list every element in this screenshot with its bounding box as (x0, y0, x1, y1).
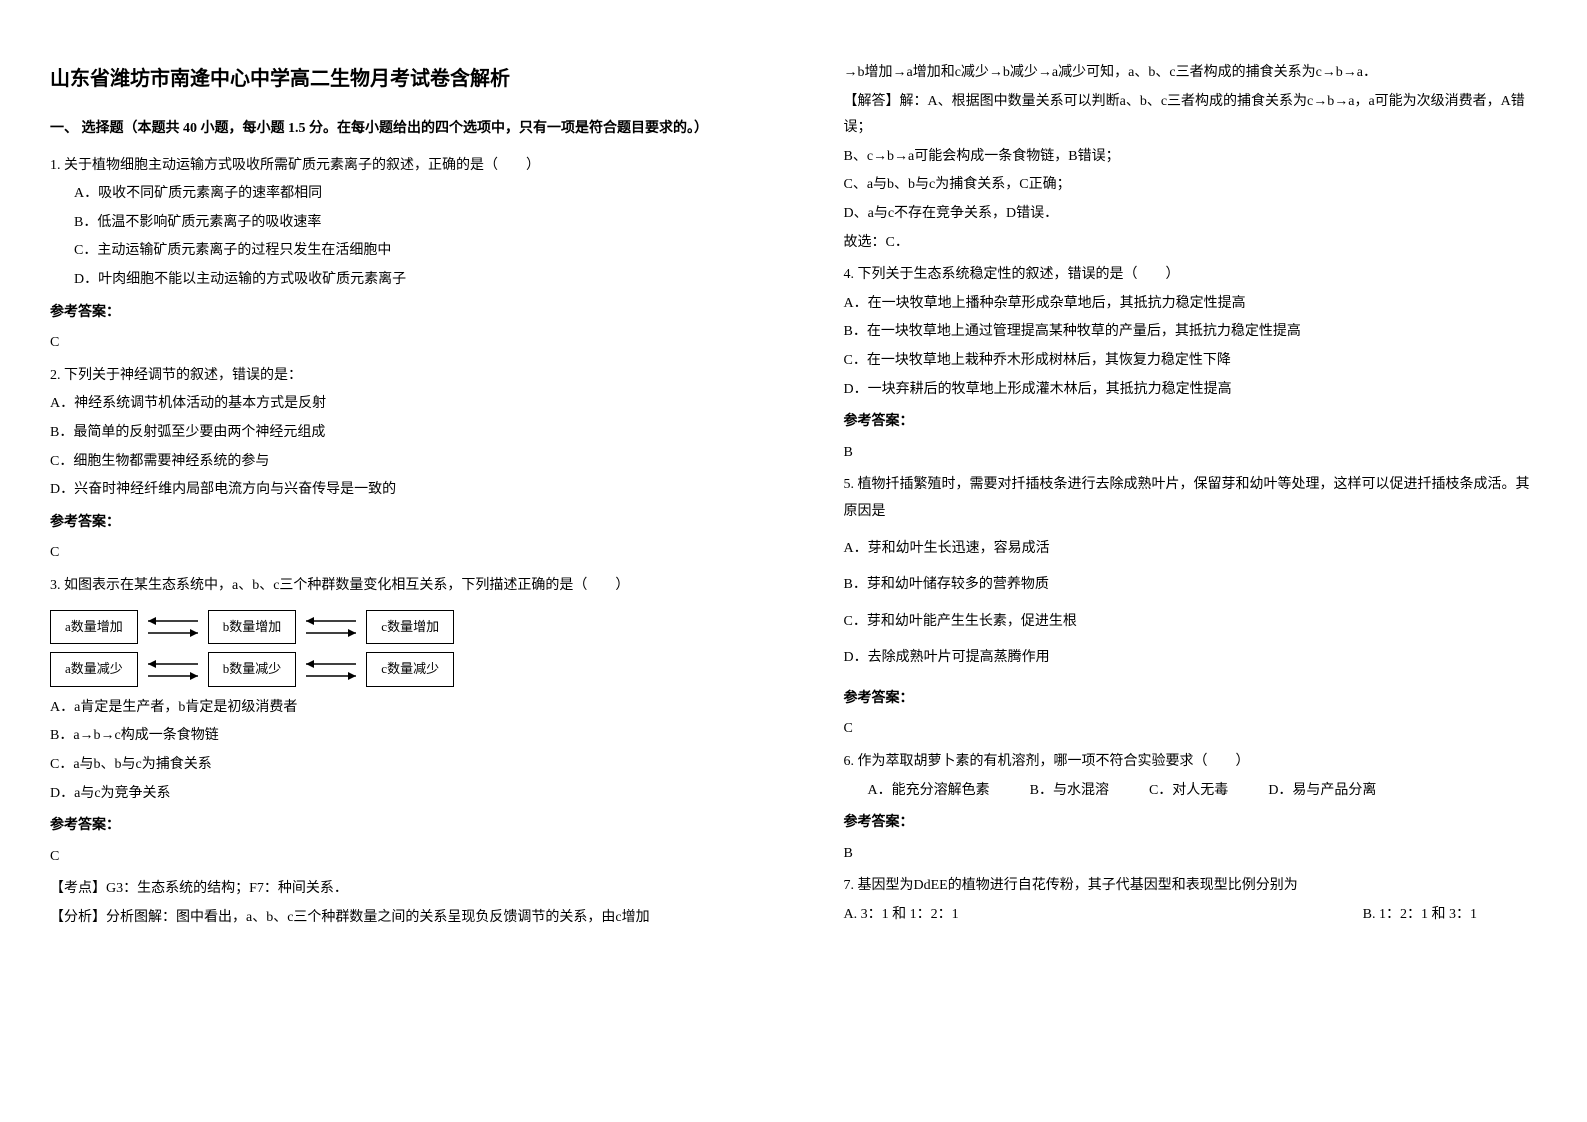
diagram-box-b-dec: b数量减少 (208, 652, 297, 687)
q5-option-b: B．芽和幼叶储存较多的营养物质 (844, 572, 1538, 599)
q1-stem: 1. 关于植物细胞主动运输方式吸收所需矿质元素离子的叙述，正确的是（ ） (50, 153, 744, 180)
cont-line-0: →b增加→a增加和c减少→b减少→a减少可知，a、b、c三者构成的捕食关系为c→… (844, 60, 1538, 87)
q6-answer-label: 参考答案： (844, 810, 1538, 837)
diagram-box-a-dec: a数量减少 (50, 652, 138, 687)
q6-answer: B (844, 841, 1538, 868)
q3-option-a: A．a肯定是生产者，b肯定是初级消费者 (50, 695, 744, 722)
q5-option-c: C．芽和幼叶能产生生长素，促进生根 (844, 609, 1538, 636)
diagram-arrow-4 (296, 656, 366, 684)
diagram-box-b-inc: b数量增加 (208, 610, 297, 645)
q3-stem: 3. 如图表示在某生态系统中，a、b、c三个种群数量变化相互关系，下列描述正确的… (50, 573, 744, 600)
q4-stem: 4. 下列关于生态系统稳定性的叙述，错误的是（ ） (844, 262, 1538, 289)
q6-stem: 6. 作为萃取胡萝卜素的有机溶剂，哪一项不符合实验要求（ ） (844, 749, 1538, 776)
q7-option-a: A. 3：1 和 1：2：1 (844, 902, 959, 929)
diagram-arrow-1 (138, 613, 208, 641)
q7-options-row: A. 3：1 和 1：2：1 B. 1：2：1 和 3：1 (844, 902, 1538, 929)
document-title: 山东省潍坊市南逄中心中学高二生物月考试卷含解析 (50, 60, 744, 98)
q4-option-d: D．一块弃耕后的牧草地上形成灌木林后，其抵抗力稳定性提高 (844, 377, 1538, 404)
cont-line-5: 故选：C． (844, 230, 1538, 257)
q3-diagram: a数量增加 b数量增加 c数量增加 a数 (50, 610, 744, 687)
q1-option-c: C．主动运输矿质元素离子的过程只发生在活细胞中 (50, 238, 744, 265)
q5-stem: 5. 植物扦插繁殖时，需要对扦插枝条进行去除成熟叶片，保留芽和幼叶等处理，这样可… (844, 472, 1538, 525)
q2-option-b: B．最简单的反射弧至少要由两个神经元组成 (50, 420, 744, 447)
diagram-row-2: a数量减少 b数量减少 c数量减少 (50, 652, 744, 687)
diagram-box-c-dec: c数量减少 (366, 652, 454, 687)
q1-option-b: B．低温不影响矿质元素离子的吸收速率 (50, 210, 744, 237)
q4-answer-label: 参考答案： (844, 409, 1538, 436)
q6-option-a: A．能充分溶解色素 (868, 778, 990, 805)
section-header: 一、 选择题（本题共 40 小题，每小题 1.5 分。在每小题给出的四个选项中，… (50, 116, 744, 143)
q5-option-d: D．去除成熟叶片可提高蒸腾作用 (844, 645, 1538, 672)
q1-answer-label: 参考答案： (50, 300, 744, 327)
left-page: 山东省潍坊市南逄中心中学高二生物月考试卷含解析 一、 选择题（本题共 40 小题… (0, 0, 794, 1122)
q5-answer-label: 参考答案： (844, 686, 1538, 713)
q3-option-c: C．a与b、b与c为捕食关系 (50, 752, 744, 779)
diagram-box-a-inc: a数量增加 (50, 610, 138, 645)
q3-answer: C (50, 844, 744, 871)
q2-option-c: C．细胞生物都需要神经系统的参与 (50, 449, 744, 476)
q2-option-d: D．兴奋时神经纤维内局部电流方向与兴奋传导是一致的 (50, 477, 744, 504)
q4-option-b: B．在一块牧草地上通过管理提高某种牧草的产量后，其抵抗力稳定性提高 (844, 319, 1538, 346)
q3-answer-label: 参考答案： (50, 813, 744, 840)
q6-options-row: A．能充分溶解色素 B．与水混溶 C．对人无毒 D．易与产品分离 (844, 778, 1538, 805)
diagram-row-1: a数量增加 b数量增加 c数量增加 (50, 610, 744, 645)
q4-answer: B (844, 440, 1538, 467)
cont-line-3: C、a与b、b与c为捕食关系，C正确； (844, 172, 1538, 199)
q7-stem: 7. 基因型为DdEE的植物进行自花传粉，其子代基因型和表现型比例分别为 (844, 873, 1538, 900)
q2-stem: 2. 下列关于神经调节的叙述，错误的是： (50, 363, 744, 390)
q6-option-c: C．对人无毒 (1149, 778, 1228, 805)
q6-option-b: B．与水混溶 (1030, 778, 1109, 805)
cont-line-2: B、c→b→a可能会构成一条食物链，B错误； (844, 144, 1538, 171)
q3-analysis-tag: 【考点】G3：生态系统的结构；F7：种间关系． (50, 876, 744, 903)
right-page: →b增加→a增加和c减少→b减少→a减少可知，a、b、c三者构成的捕食关系为c→… (794, 0, 1587, 1122)
q3-option-b: B．a→b→c构成一条食物链 (50, 723, 744, 750)
q7-option-b: B. 1：2：1 和 3：1 (1363, 902, 1477, 929)
q5-option-a: A．芽和幼叶生长迅速，容易成活 (844, 536, 1538, 563)
q1-option-a: A．吸收不同矿质元素离子的速率都相同 (50, 181, 744, 208)
cont-line-1: 【解答】解：A、根据图中数量关系可以判断a、b、c三者构成的捕食关系为c→b→a… (844, 89, 1538, 142)
q5-answer: C (844, 716, 1538, 743)
q1-option-d: D．叶肉细胞不能以主动运输的方式吸收矿质元素离子 (50, 267, 744, 294)
q1-answer: C (50, 330, 744, 357)
diagram-arrow-2 (296, 613, 366, 641)
q4-option-c: C．在一块牧草地上栽种乔木形成树林后，其恢复力稳定性下降 (844, 348, 1538, 375)
cont-line-4: D、a与c不存在竞争关系，D错误． (844, 201, 1538, 228)
q2-option-a: A．神经系统调节机体活动的基本方式是反射 (50, 391, 744, 418)
q4-option-a: A．在一块牧草地上播种杂草形成杂草地后，其抵抗力稳定性提高 (844, 291, 1538, 318)
q2-answer: C (50, 540, 744, 567)
diagram-arrow-3 (138, 656, 208, 684)
q3-analysis-text: 【分析】分析图解：图中看出，a、b、c三个种群数量之间的关系呈现负反馈调节的关系… (50, 905, 744, 932)
diagram-box-c-inc: c数量增加 (366, 610, 454, 645)
q3-option-d: D．a与c为竞争关系 (50, 781, 744, 808)
q2-answer-label: 参考答案： (50, 510, 744, 537)
q6-option-d: D．易与产品分离 (1268, 778, 1376, 805)
